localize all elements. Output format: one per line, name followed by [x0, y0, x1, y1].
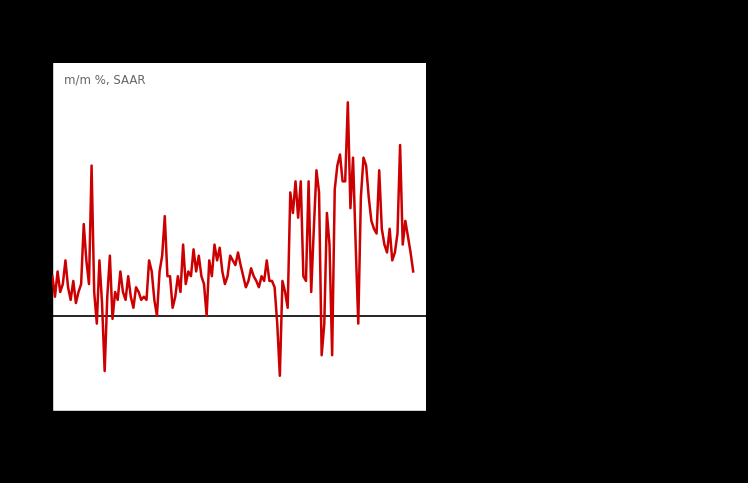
Title: Shelter Cost in Canada: Shelter Cost in Canada	[132, 38, 346, 56]
Text: Sources: Scotiabank Economics, Statistics
Canada, Haver.: Sources: Scotiabank Economics, Statistic…	[52, 473, 286, 483]
Text: m/m %, SAAR: m/m %, SAAR	[64, 73, 145, 86]
